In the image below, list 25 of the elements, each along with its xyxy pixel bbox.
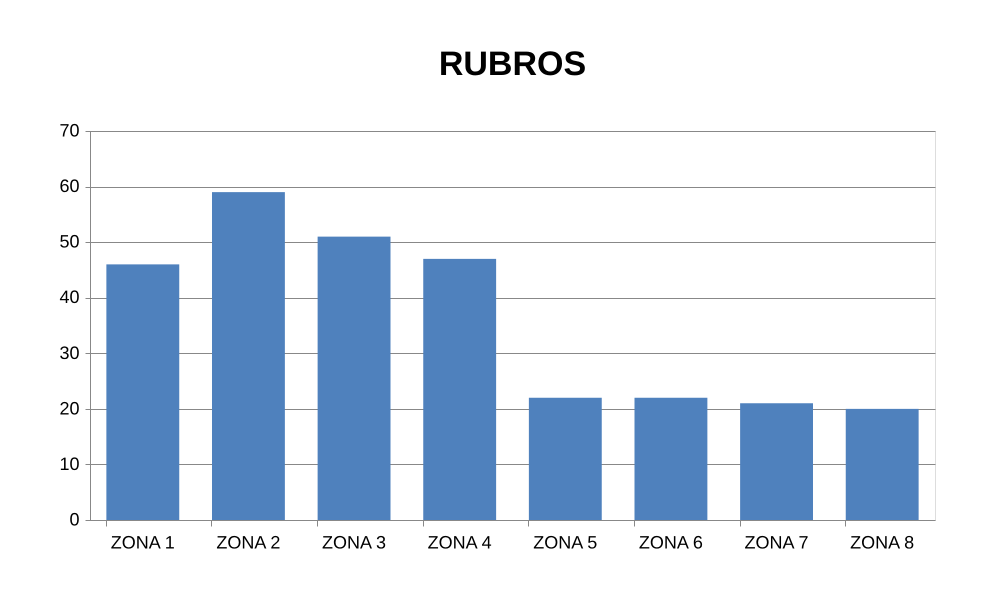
bar [634,398,708,520]
x-tick-label: ZONA 4 [428,532,492,552]
bar [423,258,496,520]
y-tick-label: 10 [59,454,80,474]
y-tick-label: 70 [59,120,80,140]
bar [318,236,391,520]
x-tick-label: ZONA 1 [110,532,175,552]
y-tick-label: 20 [59,398,80,418]
y-tick-label: 40 [59,287,80,308]
bar [212,192,285,520]
y-tick-label: 0 [69,510,80,530]
x-tick-label: ZONA 8 [850,532,914,552]
y-tick-label: 30 [59,342,80,363]
x-tick-label: ZONA 3 [322,532,386,552]
x-tick-label: ZONA 5 [533,532,598,552]
y-tick-label: 50 [59,232,80,252]
x-tick-label: ZONA 2 [216,532,280,552]
bar [740,403,814,520]
bar [106,264,180,520]
x-tick-label: ZONA 7 [744,532,809,552]
bar [528,398,602,520]
x-tick-label: ZONA 6 [638,532,703,552]
chart-title: RUBROS [438,45,586,83]
y-tick-label: 60 [59,176,80,196]
bar [846,408,919,520]
